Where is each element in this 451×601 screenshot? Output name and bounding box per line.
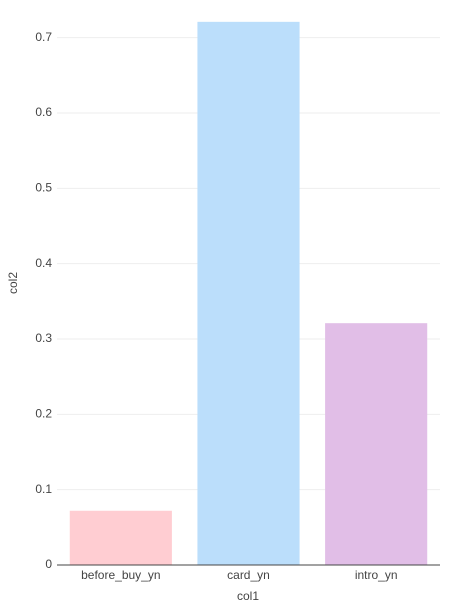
x-axis-title: col1 xyxy=(237,589,259,601)
x-tick-label: card_yn xyxy=(227,568,270,582)
y-tick-label: 0.3 xyxy=(35,331,52,345)
bar xyxy=(69,510,172,565)
y-tick-label: 0.4 xyxy=(35,256,52,270)
bar xyxy=(325,323,428,565)
y-axis-title: col2 xyxy=(6,272,20,294)
y-tick-label: 0.6 xyxy=(35,105,52,119)
y-tick-label: 0.1 xyxy=(35,482,52,496)
y-tick-label: 0 xyxy=(45,557,52,571)
y-tick-label: 0.2 xyxy=(35,407,52,421)
x-tick-label: intro_yn xyxy=(355,568,398,582)
bar xyxy=(197,21,300,565)
y-tick-label: 0.7 xyxy=(35,30,52,44)
x-tick-label: before_buy_yn xyxy=(81,568,160,582)
y-tick-label: 0.5 xyxy=(35,181,52,195)
